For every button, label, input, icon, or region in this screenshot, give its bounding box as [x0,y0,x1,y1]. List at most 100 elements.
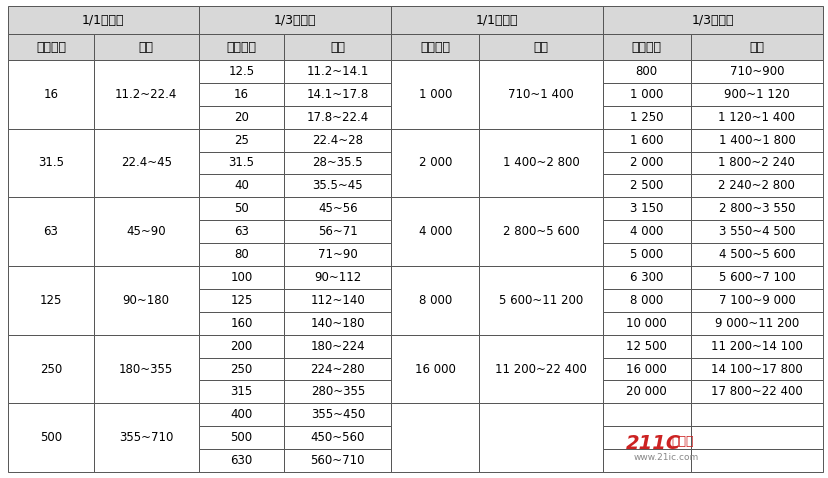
Bar [284,380,391,403]
Text: 2 800~5 600: 2 800~5 600 [502,225,579,238]
Text: 中心频率: 中心频率 [36,41,66,54]
Bar [602,220,690,243]
Bar [94,403,198,472]
Text: 125: 125 [40,294,62,307]
Bar [690,197,822,220]
Text: 1 000: 1 000 [629,88,662,101]
Bar [284,220,391,243]
Bar [198,129,284,152]
Bar [198,152,284,174]
Text: 1/1倍频程: 1/1倍频程 [82,13,124,26]
Text: 315: 315 [230,385,253,398]
Bar [198,380,284,403]
Bar [602,34,690,60]
Text: 90~180: 90~180 [123,294,170,307]
Text: 2 800~3 550: 2 800~3 550 [718,202,794,215]
Bar [690,220,822,243]
Bar [391,34,479,60]
Bar [198,243,284,266]
Bar [690,106,822,129]
Bar [391,266,479,335]
Bar [690,449,822,472]
Text: 2 000: 2 000 [418,156,451,170]
Bar [8,6,198,34]
Text: 1 400~2 800: 1 400~2 800 [502,156,579,170]
Text: 63: 63 [233,225,248,238]
Text: 3 150: 3 150 [629,202,662,215]
Bar [602,335,690,358]
Bar [602,83,690,106]
Bar [198,403,284,426]
Bar [284,106,391,129]
Text: 带宽: 带宽 [749,41,763,54]
Bar [602,129,690,152]
Bar [391,60,479,129]
Bar [690,289,822,312]
Bar [391,197,479,266]
Text: 中心频率: 中心频率 [420,41,450,54]
Bar [284,426,391,449]
Text: 12 500: 12 500 [626,339,667,353]
Bar [690,152,822,174]
Text: 355~710: 355~710 [119,431,173,444]
Bar [94,60,198,129]
Text: 16: 16 [43,88,59,101]
Text: 1 120~1 400: 1 120~1 400 [718,111,794,124]
Bar [198,266,284,289]
Text: 1/3倍频程: 1/3倍频程 [273,13,315,26]
Bar [8,129,94,197]
Text: 500: 500 [230,431,253,444]
Bar [391,6,602,34]
Text: 560~710: 560~710 [310,454,364,467]
Text: 28~35.5: 28~35.5 [312,156,363,170]
Bar [198,197,284,220]
Text: 电子网: 电子网 [670,435,692,448]
Text: 8 000: 8 000 [629,294,662,307]
Text: 22.4~28: 22.4~28 [312,134,363,147]
Bar [198,312,284,335]
Text: 11 200~14 100: 11 200~14 100 [710,339,802,353]
Bar [602,380,690,403]
Bar [602,106,690,129]
Text: 100: 100 [230,271,253,284]
Text: 5 600~11 200: 5 600~11 200 [498,294,582,307]
Text: 211C: 211C [625,434,681,453]
Text: 180~355: 180~355 [119,362,173,376]
Bar [284,289,391,312]
Text: 3 550~4 500: 3 550~4 500 [718,225,794,238]
Text: 17.8~22.4: 17.8~22.4 [306,111,368,124]
Bar [391,335,479,403]
Text: 16 000: 16 000 [626,362,667,376]
Bar [8,60,94,129]
Bar [602,174,690,197]
Bar [284,335,391,358]
Text: 1 600: 1 600 [629,134,662,147]
Text: 31.5: 31.5 [38,156,64,170]
Text: 450~560: 450~560 [310,431,364,444]
Bar [284,449,391,472]
Bar [690,312,822,335]
Text: 2 240~2 800: 2 240~2 800 [718,179,794,192]
Text: 80: 80 [233,248,248,261]
Bar [284,174,391,197]
Bar [94,34,198,60]
Text: 25: 25 [233,134,248,147]
Bar [94,197,198,266]
Text: 带宽: 带宽 [330,41,345,54]
Bar [602,289,690,312]
Text: 56~71: 56~71 [318,225,358,238]
Bar [8,197,94,266]
Text: 50: 50 [233,202,248,215]
Text: 90~112: 90~112 [314,271,361,284]
Bar [602,312,690,335]
Bar [94,335,198,403]
Text: 140~180: 140~180 [310,317,364,330]
Text: 710~900: 710~900 [729,65,783,78]
Bar [690,34,822,60]
Text: 250: 250 [230,362,253,376]
Text: 带宽: 带宽 [533,41,548,54]
Bar [602,152,690,174]
Text: 1/1倍频程: 1/1倍频程 [475,13,518,26]
Bar [284,197,391,220]
Bar [479,266,602,335]
